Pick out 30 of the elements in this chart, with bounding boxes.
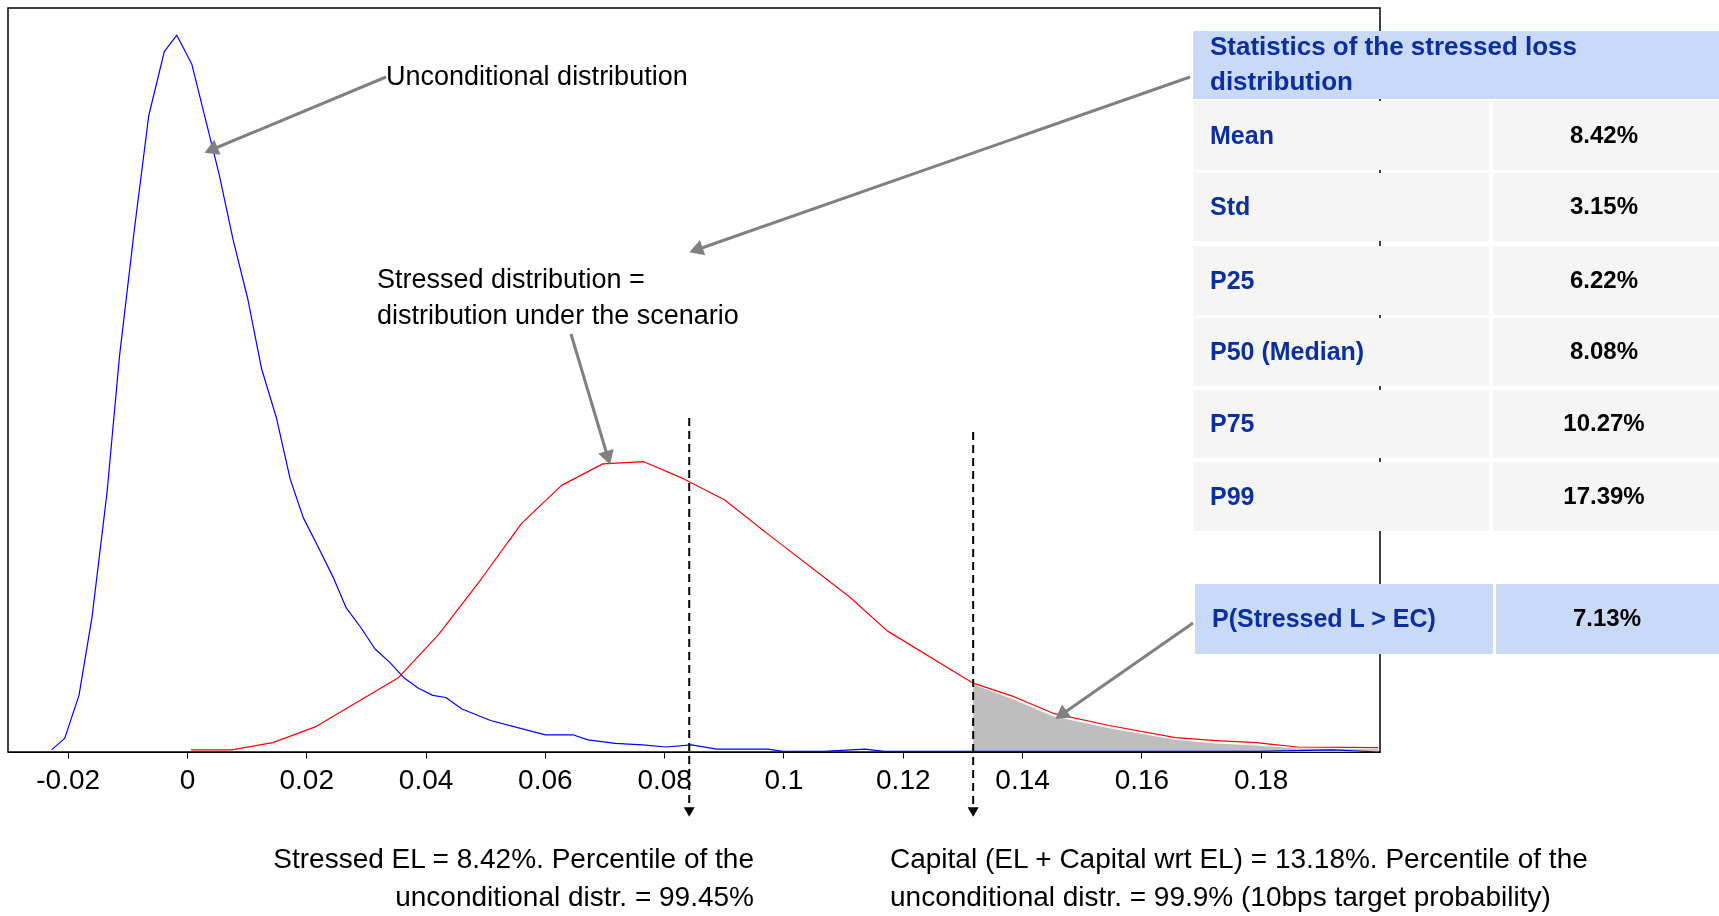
x-tick-label: 0.04	[398, 763, 454, 795]
x-tick-label: 0	[179, 763, 196, 795]
x-tick-label: 0.1	[764, 763, 804, 795]
x-tick-label: 0.06	[518, 763, 573, 795]
x-tick-label: 0.18	[1233, 763, 1289, 795]
text: 8.08%	[1569, 337, 1639, 364]
x-tick-label: 0.14	[995, 763, 1050, 795]
x-tick-label: 0.16	[1114, 763, 1170, 795]
x-tick-label: 0.08	[637, 763, 692, 795]
annotation: P75	[1210, 409, 1255, 437]
text: 7.13%	[1572, 604, 1642, 631]
annotation: P99	[1210, 481, 1255, 510]
annotation: P25	[1210, 265, 1255, 294]
text: 3.15%	[1569, 192, 1639, 219]
text: 6.22%	[1569, 265, 1639, 293]
x-tick-label: 0.12	[876, 763, 931, 795]
x-tick-label: 0.02	[279, 763, 335, 795]
text: 8.42%	[1569, 120, 1639, 148]
text: 17.39%	[1563, 481, 1645, 509]
annotation: Stressed distribution = distribution under the scenario	[377, 264, 739, 331]
annotation: P50 (Median)	[1210, 337, 1365, 365]
annotation: Statistics of the stressed loss distribution	[1210, 31, 1578, 97]
text: Capital (EL + Capital wrt EL) = 13.18%. Percentile of the unconditional distr. = 99.9% (10bps target probability)	[890, 843, 1588, 912]
annotation: Mean	[1210, 120, 1274, 149]
text: Stressed EL = 8.42%. Percentile of the unconditional distr. = 99.45%	[273, 843, 754, 912]
annotation: P(Stressed L > EC)	[1212, 604, 1436, 632]
annotation: Unconditional distribution	[386, 61, 688, 91]
annotation: Std	[1210, 192, 1251, 220]
text: 10.27%	[1563, 409, 1645, 436]
x-tick-label: -0.02	[36, 763, 101, 795]
